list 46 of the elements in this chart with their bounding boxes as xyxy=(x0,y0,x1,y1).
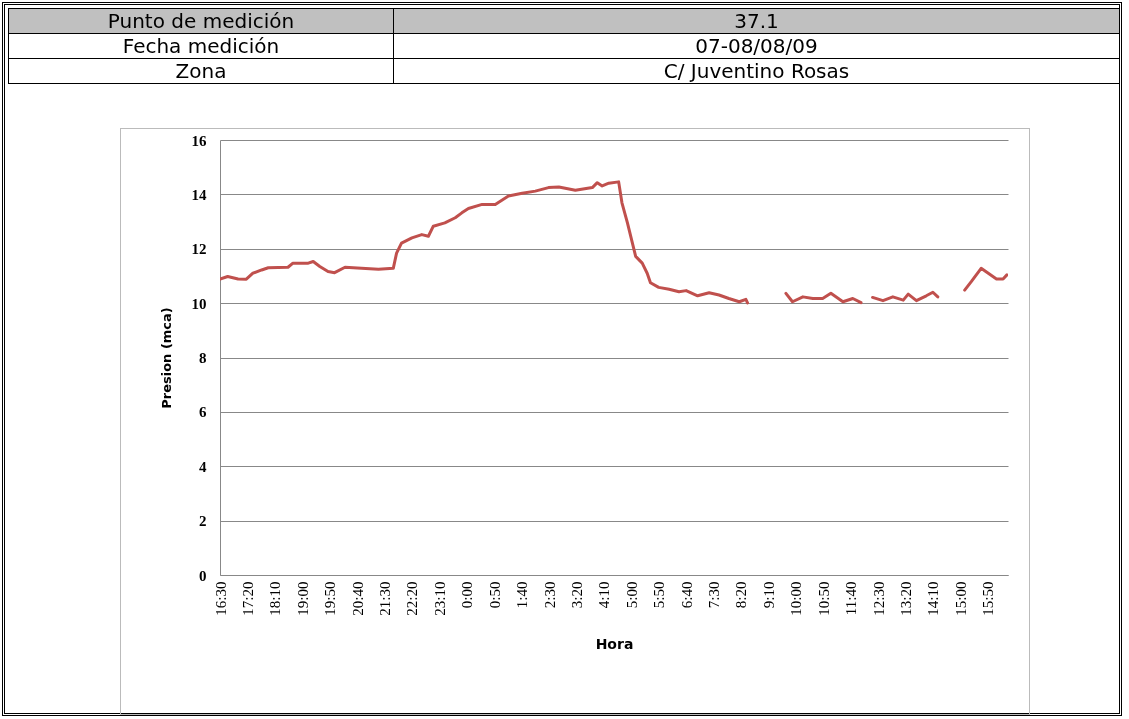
x-tick-label: 16:30 xyxy=(212,581,229,616)
x-tick-label: 17:20 xyxy=(239,581,256,616)
x-tick-label: 9:10 xyxy=(760,581,777,609)
x-tick-label: 22:20 xyxy=(404,581,421,616)
x-tick-label: 5:00 xyxy=(623,581,640,609)
x-tick-label: 0:50 xyxy=(486,581,503,609)
text: Zona xyxy=(8,58,394,84)
x-tick-label: 4:10 xyxy=(596,581,613,609)
y-tick-label: 12 xyxy=(191,241,207,258)
text: Fecha medición xyxy=(8,33,394,59)
x-tick-label: 0:00 xyxy=(459,581,476,609)
x-tick-label: 13:20 xyxy=(897,581,914,616)
y-tick-label: 14 xyxy=(191,186,207,203)
x-tick-label: 8:20 xyxy=(733,581,750,609)
x-tick-label: 14:10 xyxy=(925,581,942,616)
x-tick-label: 2:30 xyxy=(541,581,558,609)
x-tick-label: 1:40 xyxy=(514,581,531,609)
x-tick-label: 10:00 xyxy=(788,581,805,616)
x-tick-label: 10:50 xyxy=(815,581,832,616)
y-tick-label: 8 xyxy=(199,350,207,366)
y-tick-label: 0 xyxy=(199,567,207,584)
x-tick-label: 20:40 xyxy=(349,581,366,616)
y-tick-label: 6 xyxy=(199,404,207,421)
text: 37.1 xyxy=(393,8,1120,34)
x-tick-label: 15:50 xyxy=(980,581,997,616)
y-tick-label: 16 xyxy=(191,132,207,149)
x-axis-title: Hora xyxy=(595,635,634,652)
y-axis-title: Presion (mca) xyxy=(158,307,174,409)
x-tick-label: 6:40 xyxy=(678,581,695,609)
x-tick-label: 23:10 xyxy=(431,581,448,616)
text: Punto de medición xyxy=(8,8,394,34)
x-tick-label: 18:10 xyxy=(267,581,284,616)
x-tick-label: 3:20 xyxy=(568,581,585,609)
y-tick-label: 10 xyxy=(191,295,207,312)
text: 07-08/08/09 xyxy=(393,33,1120,59)
x-tick-label: 5:50 xyxy=(651,581,668,609)
y-tick-label: 4 xyxy=(199,458,207,475)
x-tick-label: 21:30 xyxy=(377,581,394,616)
x-tick-label: 15:00 xyxy=(952,581,969,616)
x-tick-label: 7:30 xyxy=(706,581,723,609)
x-tick-label: 12:30 xyxy=(870,581,887,616)
x-tick-label: 19:50 xyxy=(322,581,339,616)
text: C/ Juventino Rosas xyxy=(393,58,1120,84)
y-tick-label: 2 xyxy=(199,513,207,530)
x-tick-label: 11:40 xyxy=(843,581,860,616)
x-tick-label: 19:00 xyxy=(294,581,311,616)
